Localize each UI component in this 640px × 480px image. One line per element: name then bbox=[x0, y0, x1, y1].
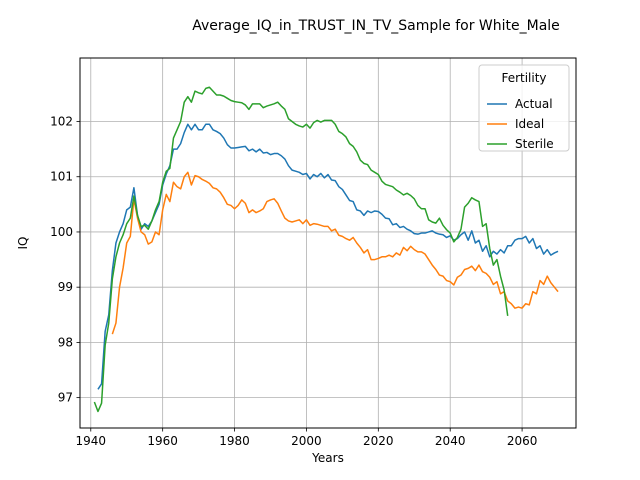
series-line-actual bbox=[97, 123, 559, 390]
plot-frame bbox=[79, 57, 577, 429]
x-tick-label: 2040 bbox=[435, 434, 466, 448]
series-line-sterile bbox=[93, 86, 509, 413]
x-tick-label: 1940 bbox=[76, 434, 107, 448]
legend-box bbox=[478, 64, 570, 152]
legend-label-actual: Actual bbox=[515, 97, 553, 111]
legend-title: Fertility bbox=[501, 71, 546, 85]
legend-label-ideal: Ideal bbox=[515, 117, 544, 131]
y-tick-label: 98 bbox=[58, 335, 73, 349]
y-tick-label: 100 bbox=[50, 225, 73, 239]
y-tick-label: 97 bbox=[58, 391, 73, 405]
x-tick-label: 2020 bbox=[363, 434, 394, 448]
y-axis-label: IQ bbox=[16, 237, 30, 250]
legend-label-sterile: Sterile bbox=[515, 137, 554, 151]
x-tick-label: 1960 bbox=[147, 434, 178, 448]
grid bbox=[80, 58, 576, 428]
series-layer bbox=[93, 86, 559, 413]
x-tick-label: 1980 bbox=[219, 434, 250, 448]
series-line-ideal bbox=[111, 171, 559, 335]
x-axis-label: Years bbox=[311, 451, 344, 465]
chart-title: Average_IQ_in_TRUST_IN_TV_Sample for Whi… bbox=[192, 18, 560, 34]
y-tick-label: 99 bbox=[58, 280, 73, 294]
x-tick-label: 2000 bbox=[291, 434, 322, 448]
x-tick-label: 2060 bbox=[507, 434, 538, 448]
y-tick-label: 101 bbox=[50, 170, 73, 184]
legend: Fertility Actual Ideal Sterile bbox=[478, 64, 570, 152]
ticks: 1940 1960 1980 2000 2020 2040 2060 97 98 99 100 101… bbox=[50, 115, 537, 448]
y-tick-label: 102 bbox=[50, 115, 73, 129]
